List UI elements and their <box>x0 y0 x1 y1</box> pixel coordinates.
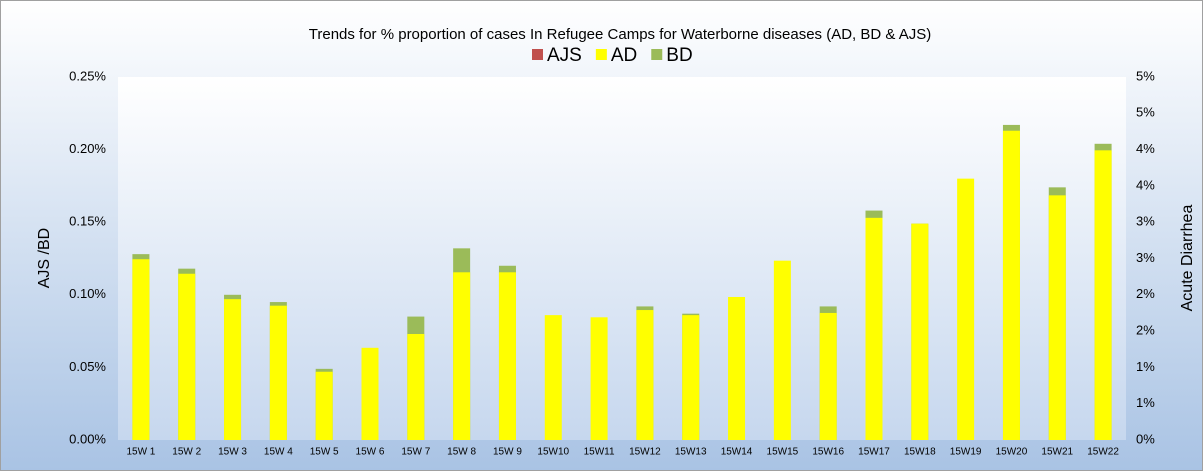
y2-axis-label: Acute Diarrhea <box>1179 205 1196 312</box>
bar <box>590 317 608 440</box>
legend-label: AD <box>611 45 637 66</box>
y2-tick-label: 4% <box>1136 141 1155 156</box>
x-tick-label: 15W17 <box>858 447 890 458</box>
bar <box>544 315 562 440</box>
x-tick-label: 15W 5 <box>310 447 339 458</box>
bar <box>224 299 242 440</box>
x-tick-label: 15W 3 <box>218 447 247 458</box>
bar <box>498 272 516 440</box>
y-tick-label: 0.10% <box>69 286 106 301</box>
x-tick-label: 15W10 <box>537 447 569 458</box>
bar <box>132 259 150 440</box>
y2-tick-label: 1% <box>1136 359 1155 374</box>
x-tick-label: 15W19 <box>950 447 982 458</box>
x-tick-label: 15W20 <box>996 447 1028 458</box>
bar <box>407 334 425 440</box>
x-tick-label: 15W16 <box>812 447 844 458</box>
bar <box>1048 195 1066 440</box>
bar <box>682 315 700 440</box>
x-tick-label: 15W 9 <box>493 447 522 458</box>
plot-area <box>118 77 1126 440</box>
x-tick-label: 15W18 <box>904 447 936 458</box>
y-tick-label: 0.25% <box>69 68 106 83</box>
bar <box>911 223 929 440</box>
bar <box>865 217 883 440</box>
x-tick-label: 15W 2 <box>172 447 201 458</box>
y2-tick-label: 5% <box>1136 68 1155 83</box>
x-tick-label: 15W14 <box>721 447 753 458</box>
y-tick-label: 0.00% <box>69 431 106 446</box>
y2-tick-label: 2% <box>1136 286 1155 301</box>
y-axis-label: AJS /BD <box>36 228 53 288</box>
legend-swatch <box>532 49 543 60</box>
x-tick-label: 15W21 <box>1041 447 1073 458</box>
y2-tick-label: 0% <box>1136 431 1155 446</box>
legend-swatch <box>595 49 607 60</box>
legend-label: BD <box>666 45 692 66</box>
legend-swatch <box>651 49 663 60</box>
x-tick-label: 15W 8 <box>447 447 476 458</box>
bar <box>773 260 791 440</box>
x-tick-label: 15W 4 <box>264 447 293 458</box>
bar <box>1094 150 1112 441</box>
bar <box>636 310 654 440</box>
bar <box>957 178 975 440</box>
bar <box>819 312 837 440</box>
bar <box>1002 130 1020 440</box>
x-tick-label: 15W 6 <box>356 447 385 458</box>
y2-tick-label: 1% <box>1136 395 1155 410</box>
bar <box>315 371 333 440</box>
bar <box>453 272 471 440</box>
bar <box>178 273 196 440</box>
y-tick-label: 0.05% <box>69 359 106 374</box>
x-tick-label: 15W15 <box>767 447 799 458</box>
x-tick-label: 15W 7 <box>401 447 430 458</box>
y-tick-label: 0.15% <box>69 214 106 229</box>
x-tick-label: 15W 1 <box>126 447 155 458</box>
y2-tick-label: 3% <box>1136 250 1155 265</box>
y2-tick-label: 4% <box>1136 177 1155 192</box>
y2-tick-label: 5% <box>1136 105 1155 120</box>
bar <box>269 305 287 440</box>
x-tick-label: 15W22 <box>1087 447 1119 458</box>
chart-title: Trends for % proportion of cases In Refu… <box>309 26 932 43</box>
bar <box>728 296 746 440</box>
y2-tick-label: 2% <box>1136 323 1155 338</box>
y-tick-label: 0.20% <box>69 141 106 156</box>
x-tick-label: 15W11 <box>584 447 615 458</box>
legend-label: AJS <box>547 45 582 66</box>
x-tick-label: 15W13 <box>675 447 707 458</box>
x-tick-label: 15W12 <box>629 447 661 458</box>
y2-tick-label: 3% <box>1136 214 1155 229</box>
bar <box>361 347 379 440</box>
